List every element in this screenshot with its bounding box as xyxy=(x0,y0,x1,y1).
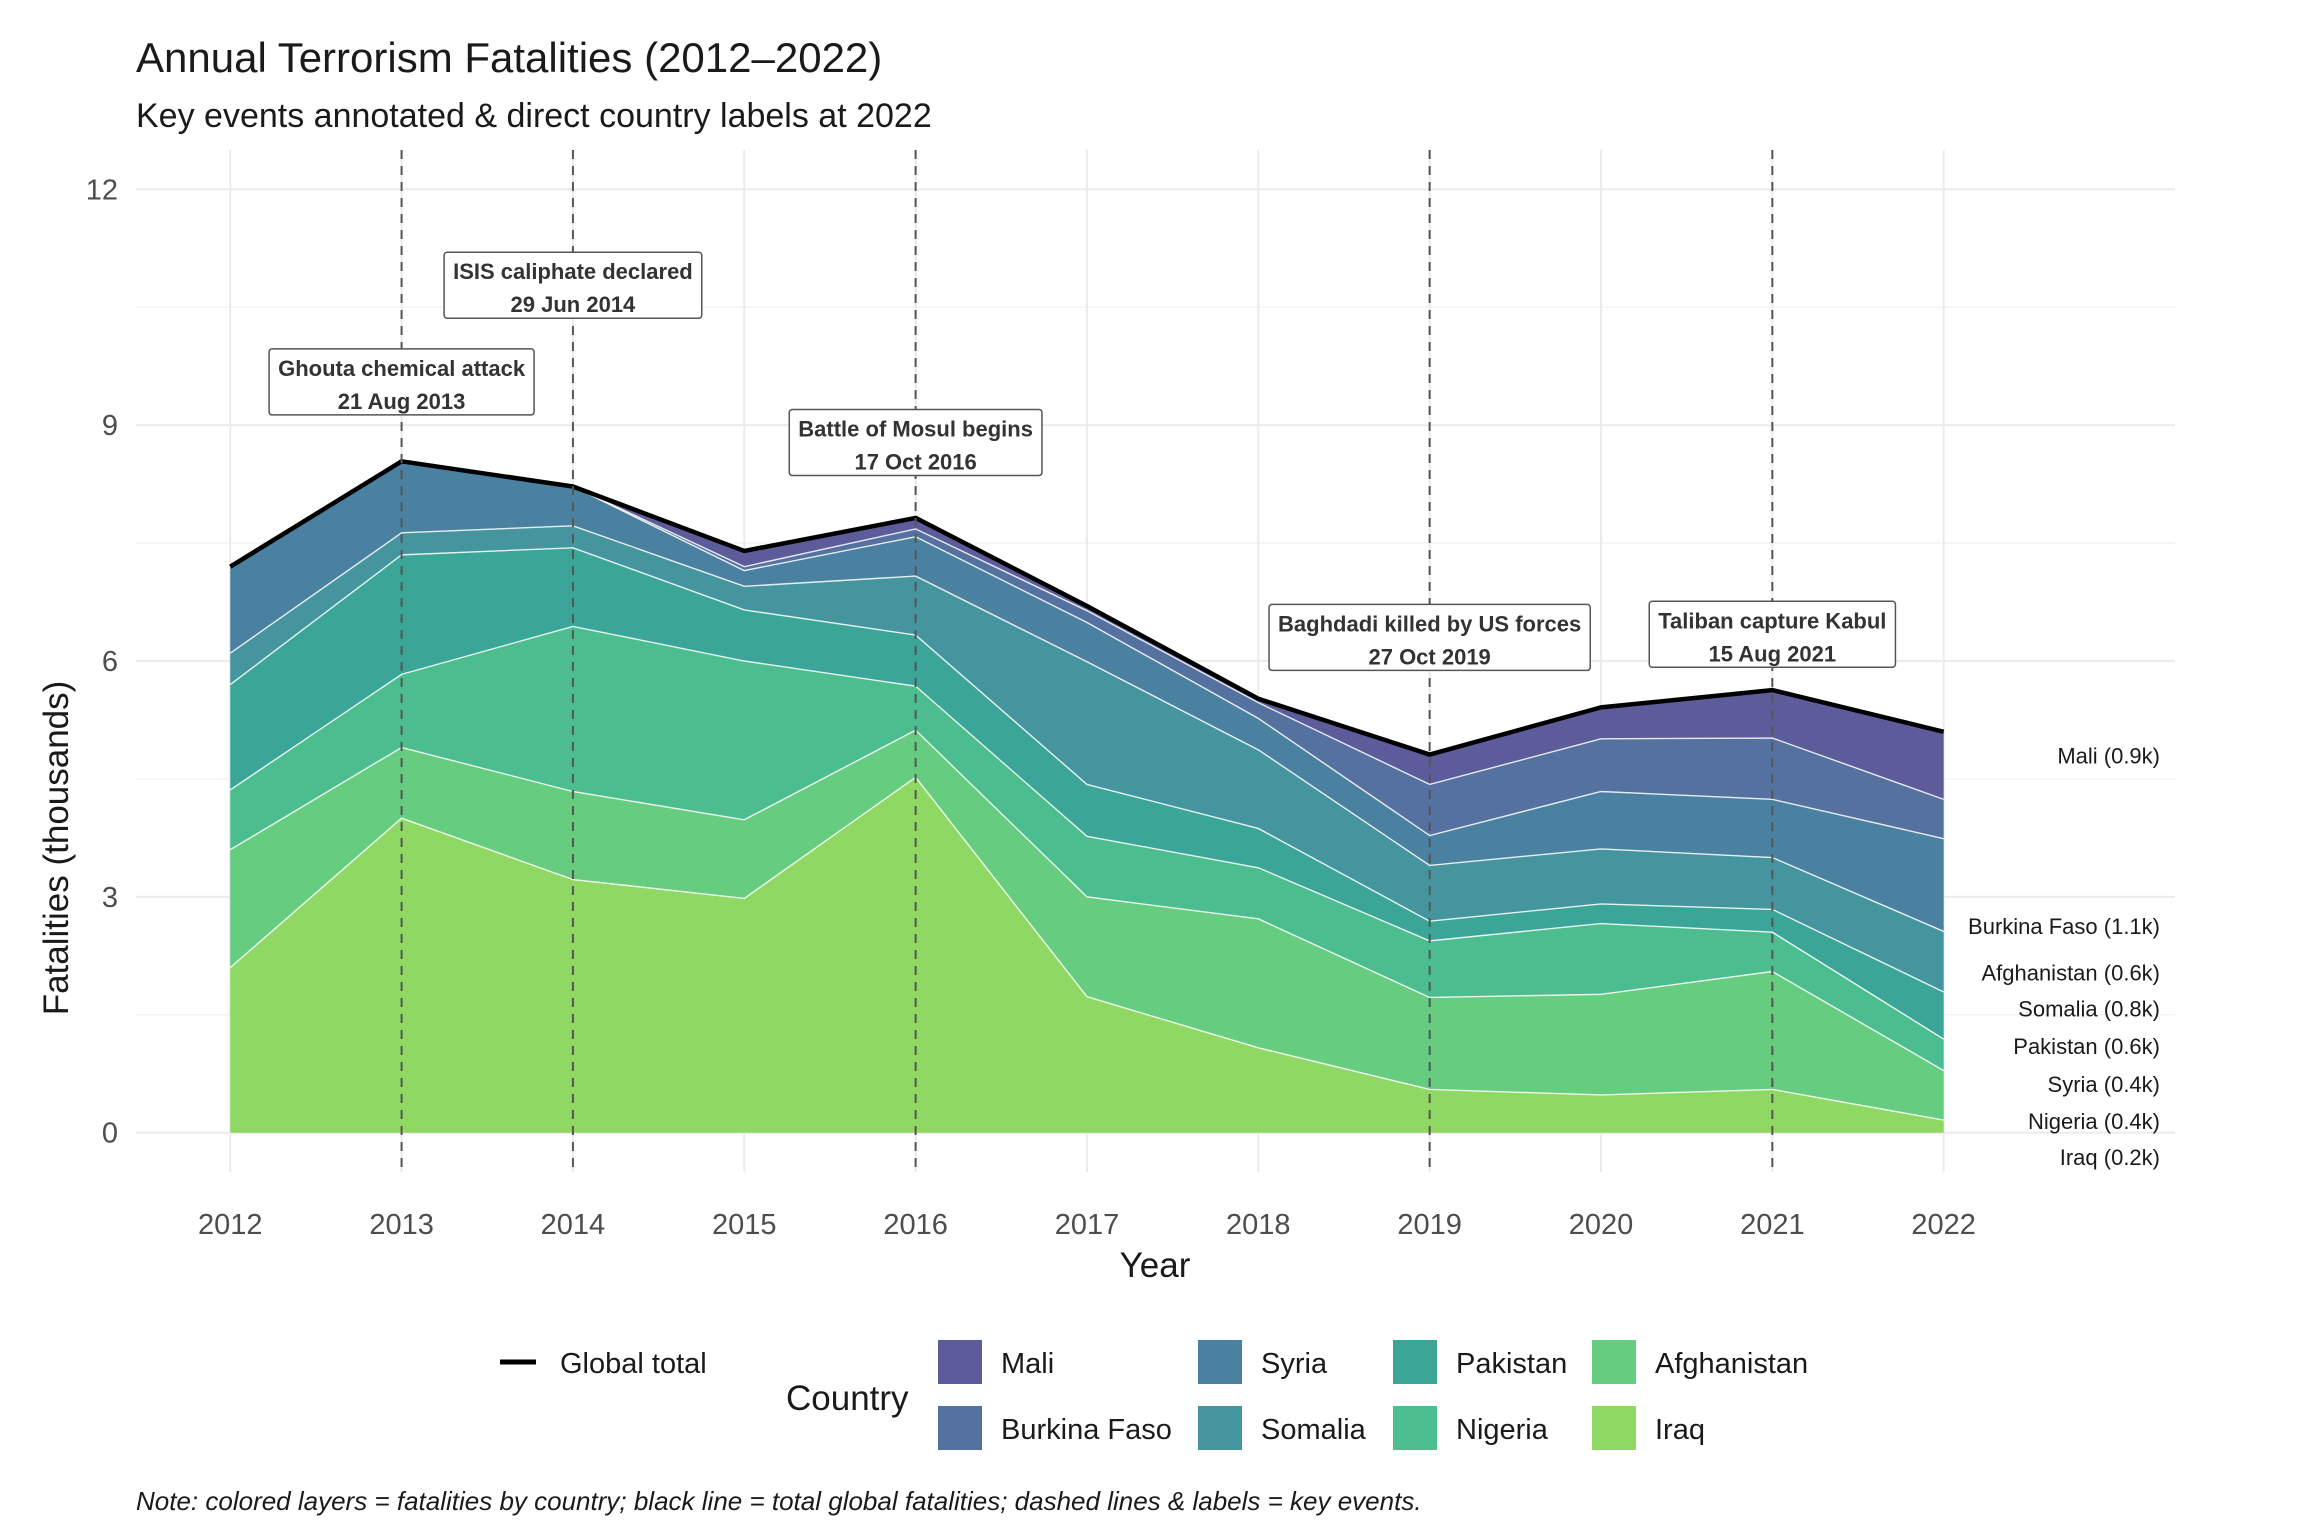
legend-swatch-afghanistan xyxy=(1592,1340,1636,1384)
legend-label-somalia: Somalia xyxy=(1261,1414,1367,1446)
event-annotation-2021: Taliban capture Kabul 15 Aug 2021 xyxy=(1648,600,1897,669)
country-end-labels: Mali (0.9k) Burkina Faso (1.1k) Afghanista… xyxy=(1968,743,2160,1170)
legend-swatch-pakistan xyxy=(1393,1340,1437,1384)
boundary-pakistan xyxy=(229,547,1944,993)
y-tick-label: 9 xyxy=(102,410,118,442)
event-label-title: Ghouta chemical attack xyxy=(278,356,526,381)
legend-title: Country xyxy=(786,1379,909,1418)
end-label: Mali (0.9k) xyxy=(2057,743,2160,768)
event-annotations: Ghouta chemical attack 21 Aug 2013 ISIS ca… xyxy=(268,251,1897,672)
event-label-date: 29 Jun 2014 xyxy=(511,292,637,317)
legend-swatch-iraq xyxy=(1592,1406,1636,1450)
x-axis-ticks: 2012 2013 2014 2015 2016 2017 2018 2019 2020 2021… xyxy=(198,1209,1976,1241)
legend-label-mali: Mali xyxy=(1001,1348,1054,1380)
event-label-date: 21 Aug 2013 xyxy=(338,389,466,414)
legend-global-total-label: Global total xyxy=(560,1348,707,1380)
x-tick-label: 2020 xyxy=(1569,1209,1634,1241)
area-pakistan xyxy=(230,547,1944,1040)
legend-fill-entries: Mali Syria Pakistan Afghanistan Burkina Faso… xyxy=(938,1340,1808,1450)
event-box xyxy=(268,348,535,416)
legend-swatch-somalia xyxy=(1198,1406,1242,1450)
legend-swatch-mali xyxy=(938,1340,982,1384)
legend-label-syria: Syria xyxy=(1261,1348,1328,1380)
chart-title: Annual Terrorism Fatalities (2012–2022) xyxy=(136,34,882,81)
event-label-date: 15 Aug 2021 xyxy=(1709,641,1837,666)
x-tick-label: 2016 xyxy=(883,1209,948,1241)
chart-note: Note: colored layers = fatalities by cou… xyxy=(136,1486,1422,1516)
area-afghanistan xyxy=(230,730,1944,1121)
boundary-iraq xyxy=(229,776,1944,1121)
y-tick-label: 0 xyxy=(102,1118,118,1150)
event-annotation-2019: Baghdadi killed by US forces 27 Oct 2019 xyxy=(1268,603,1591,672)
event-annotation-2013: Ghouta chemical attack 21 Aug 2013 xyxy=(268,348,535,416)
x-tick-label: 2017 xyxy=(1055,1209,1120,1241)
x-tick-label: 2015 xyxy=(712,1209,777,1241)
event-box xyxy=(1648,600,1897,669)
legend-swatch-burkina-faso xyxy=(938,1406,982,1450)
x-tick-label: 2022 xyxy=(1911,1209,1976,1241)
area-nigeria xyxy=(230,626,1944,1071)
end-label: Pakistan (0.6k) xyxy=(2013,1034,2160,1059)
event-annotation-2014: ISIS caliphate declared 29 Jun 2014 xyxy=(443,251,703,319)
event-lines xyxy=(400,150,1774,1172)
event-box xyxy=(1268,603,1591,672)
x-tick-label: 2013 xyxy=(369,1209,434,1241)
global-total-layer xyxy=(229,459,1945,757)
x-tick-label: 2021 xyxy=(1740,1209,1805,1241)
legend-label-nigeria: Nigeria xyxy=(1456,1414,1549,1446)
event-label-date: 17 Oct 2016 xyxy=(854,449,976,474)
legend-label-burkina-faso: Burkina Faso xyxy=(1001,1414,1172,1446)
y-tick-label: 12 xyxy=(86,174,118,206)
y-tick-label: 3 xyxy=(102,882,118,914)
event-label-title: ISIS caliphate declared xyxy=(453,259,693,284)
end-label: Burkina Faso (1.1k) xyxy=(1968,914,2160,939)
event-label-title: Battle of Mosul begins xyxy=(798,416,1033,441)
legend-label-pakistan: Pakistan xyxy=(1456,1348,1567,1380)
legend-swatch-syria xyxy=(1198,1340,1242,1384)
event-box xyxy=(443,251,703,319)
end-label: Syria (0.4k) xyxy=(2048,1072,2160,1097)
y-tick-label: 6 xyxy=(102,646,118,678)
end-label: Nigeria (0.4k) xyxy=(2028,1109,2160,1134)
x-tick-label: 2018 xyxy=(1226,1209,1291,1241)
x-axis-title: Year xyxy=(1120,1246,1191,1285)
end-label: Iraq (0.2k) xyxy=(2060,1145,2160,1170)
x-tick-label: 2019 xyxy=(1397,1209,1462,1241)
x-tick-label: 2014 xyxy=(541,1209,606,1241)
end-label: Somalia (0.8k) xyxy=(2018,996,2160,1021)
event-box xyxy=(788,408,1043,477)
global-total-line xyxy=(229,459,1945,757)
end-label: Afghanistan (0.6k) xyxy=(1981,960,2160,985)
boundary-somalia xyxy=(229,525,1944,933)
y-axis-ticks: 0 3 6 9 12 xyxy=(86,174,118,1149)
x-tick-label: 2012 xyxy=(198,1209,263,1241)
area-iraq xyxy=(230,777,1944,1133)
y-axis-title: Fatalities (thousands) xyxy=(37,681,76,1016)
boundary-nigeria xyxy=(229,625,1945,1040)
event-annotation-2016: Battle of Mosul begins 17 Oct 2016 xyxy=(788,408,1043,477)
event-label-title: Baghdadi killed by US forces xyxy=(1278,611,1581,636)
legend-label-afghanistan: Afghanistan xyxy=(1655,1348,1808,1380)
area-somalia xyxy=(230,525,1944,992)
legend-swatch-nigeria xyxy=(1393,1406,1437,1450)
boundary-afghanistan xyxy=(229,729,1945,1072)
event-label-title: Taliban capture Kabul xyxy=(1658,608,1886,633)
event-label-date: 27 Oct 2019 xyxy=(1368,644,1490,669)
legend: Global total Country Mali Syria Pakistan Af… xyxy=(500,1340,1808,1450)
chart-subtitle: Key events annotated & direct country la… xyxy=(136,97,932,135)
legend-label-iraq: Iraq xyxy=(1655,1414,1705,1446)
